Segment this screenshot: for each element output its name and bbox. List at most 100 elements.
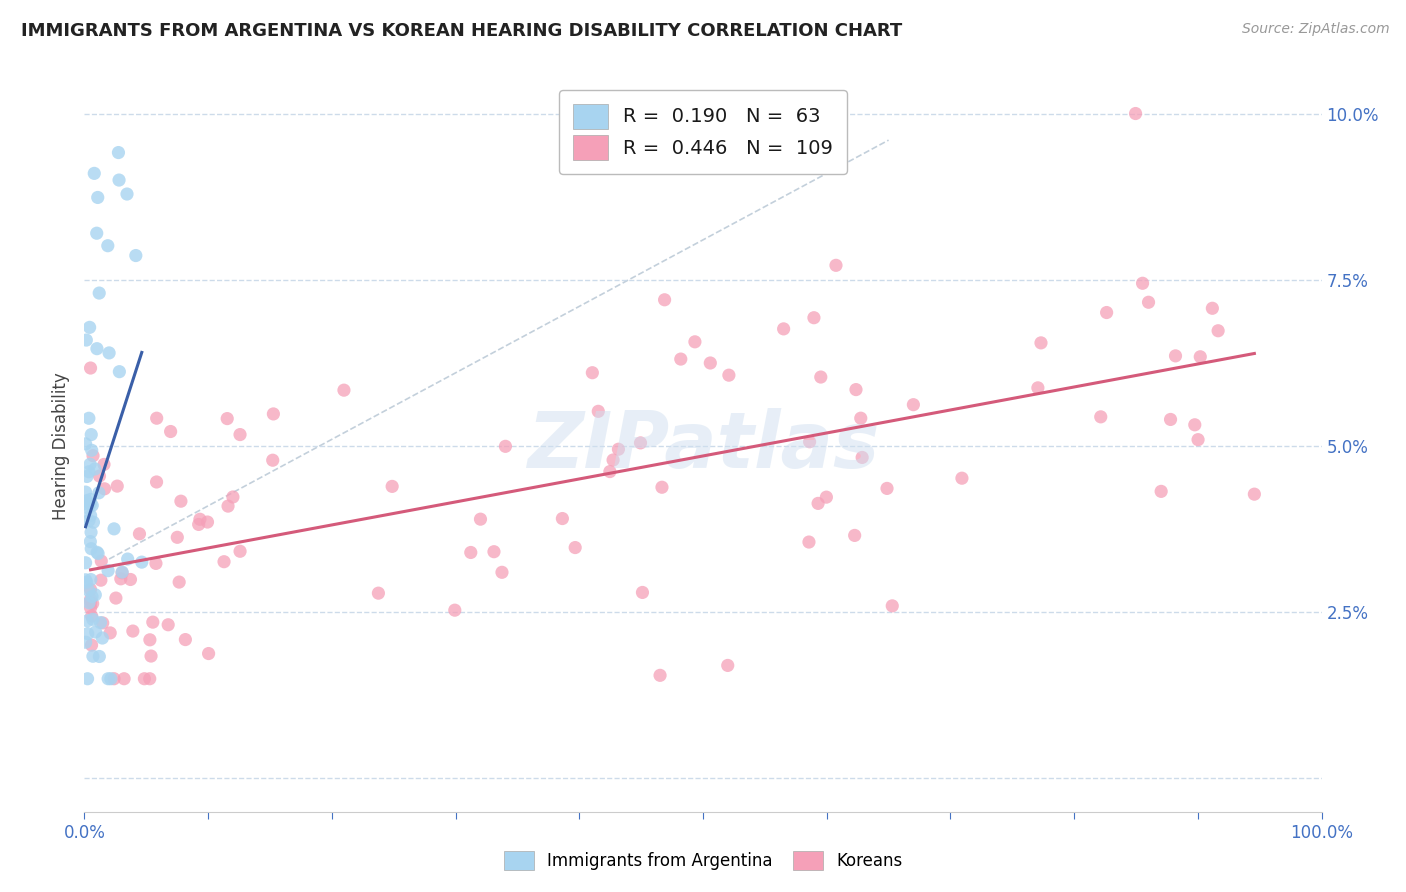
Point bbox=[82, 649, 104, 664]
Point bbox=[470, 512, 492, 526]
Point bbox=[105, 479, 128, 493]
Point bbox=[97, 238, 120, 252]
Point bbox=[851, 450, 873, 465]
Point bbox=[103, 522, 125, 536]
Point bbox=[717, 368, 740, 383]
Point bbox=[80, 443, 103, 458]
Point bbox=[494, 439, 516, 453]
Point bbox=[188, 512, 211, 526]
Point bbox=[80, 590, 103, 604]
Point bbox=[79, 320, 101, 334]
Point bbox=[117, 552, 139, 566]
Point bbox=[79, 457, 101, 471]
Point bbox=[1243, 487, 1265, 501]
Point bbox=[1137, 295, 1160, 310]
Point bbox=[121, 624, 143, 638]
Point bbox=[174, 632, 197, 647]
Point bbox=[97, 672, 120, 686]
Point bbox=[84, 624, 107, 639]
Point bbox=[229, 544, 252, 558]
Point bbox=[197, 647, 219, 661]
Point bbox=[80, 573, 103, 587]
Point bbox=[79, 592, 101, 607]
Point bbox=[683, 334, 706, 349]
Point bbox=[807, 496, 830, 510]
Point bbox=[1095, 305, 1118, 319]
Point bbox=[1029, 335, 1052, 350]
Point bbox=[602, 453, 624, 467]
Point bbox=[588, 404, 610, 418]
Point bbox=[75, 485, 97, 500]
Point bbox=[77, 596, 100, 610]
Point bbox=[80, 525, 103, 540]
Point bbox=[128, 526, 150, 541]
Point bbox=[551, 511, 574, 525]
Point bbox=[80, 541, 103, 556]
Point bbox=[86, 545, 108, 559]
Point bbox=[170, 494, 193, 508]
Point bbox=[84, 588, 107, 602]
Legend: Immigrants from Argentina, Koreans: Immigrants from Argentina, Koreans bbox=[498, 844, 908, 877]
Point bbox=[581, 366, 603, 380]
Point bbox=[187, 517, 209, 532]
Point bbox=[89, 649, 111, 664]
Point bbox=[1164, 349, 1187, 363]
Point bbox=[115, 187, 138, 202]
Point bbox=[75, 437, 97, 451]
Point bbox=[76, 575, 98, 590]
Point bbox=[607, 442, 630, 457]
Point bbox=[810, 370, 832, 384]
Point bbox=[815, 490, 838, 504]
Point bbox=[950, 471, 973, 485]
Point bbox=[197, 515, 219, 529]
Point bbox=[98, 346, 121, 360]
Point bbox=[77, 465, 100, 479]
Point bbox=[80, 609, 103, 624]
Legend: R =  0.190   N =  63, R =  0.446   N =  109: R = 0.190 N = 63, R = 0.446 N = 109 bbox=[560, 90, 846, 174]
Point bbox=[76, 626, 98, 640]
Point bbox=[79, 534, 101, 549]
Point bbox=[93, 458, 115, 472]
Point bbox=[86, 226, 108, 240]
Point bbox=[222, 490, 245, 504]
Point bbox=[1201, 301, 1223, 316]
Point bbox=[599, 465, 621, 479]
Y-axis label: Hearing Disability: Hearing Disability bbox=[52, 372, 70, 520]
Point bbox=[212, 555, 235, 569]
Point bbox=[845, 383, 868, 397]
Point bbox=[77, 583, 100, 598]
Point bbox=[217, 411, 239, 425]
Point bbox=[651, 480, 673, 494]
Point bbox=[87, 190, 110, 204]
Point bbox=[367, 586, 389, 600]
Point bbox=[772, 322, 794, 336]
Point bbox=[79, 361, 101, 376]
Point bbox=[849, 411, 872, 425]
Point bbox=[79, 582, 101, 597]
Point bbox=[108, 173, 131, 187]
Point bbox=[654, 293, 676, 307]
Point bbox=[134, 672, 156, 686]
Point bbox=[76, 493, 98, 508]
Point bbox=[97, 564, 120, 578]
Point bbox=[79, 508, 101, 523]
Point bbox=[80, 427, 103, 442]
Point bbox=[82, 449, 104, 463]
Point bbox=[142, 615, 165, 629]
Point bbox=[167, 575, 190, 590]
Point bbox=[82, 612, 104, 626]
Point bbox=[1132, 277, 1154, 291]
Point bbox=[89, 286, 111, 301]
Point bbox=[229, 427, 252, 442]
Point bbox=[797, 535, 820, 549]
Point bbox=[90, 554, 112, 568]
Point bbox=[1187, 433, 1209, 447]
Point bbox=[482, 545, 505, 559]
Point bbox=[1184, 417, 1206, 432]
Point bbox=[262, 453, 284, 467]
Point bbox=[75, 573, 97, 587]
Point bbox=[139, 648, 162, 663]
Point bbox=[111, 565, 134, 579]
Point bbox=[90, 573, 112, 587]
Point bbox=[1150, 484, 1173, 499]
